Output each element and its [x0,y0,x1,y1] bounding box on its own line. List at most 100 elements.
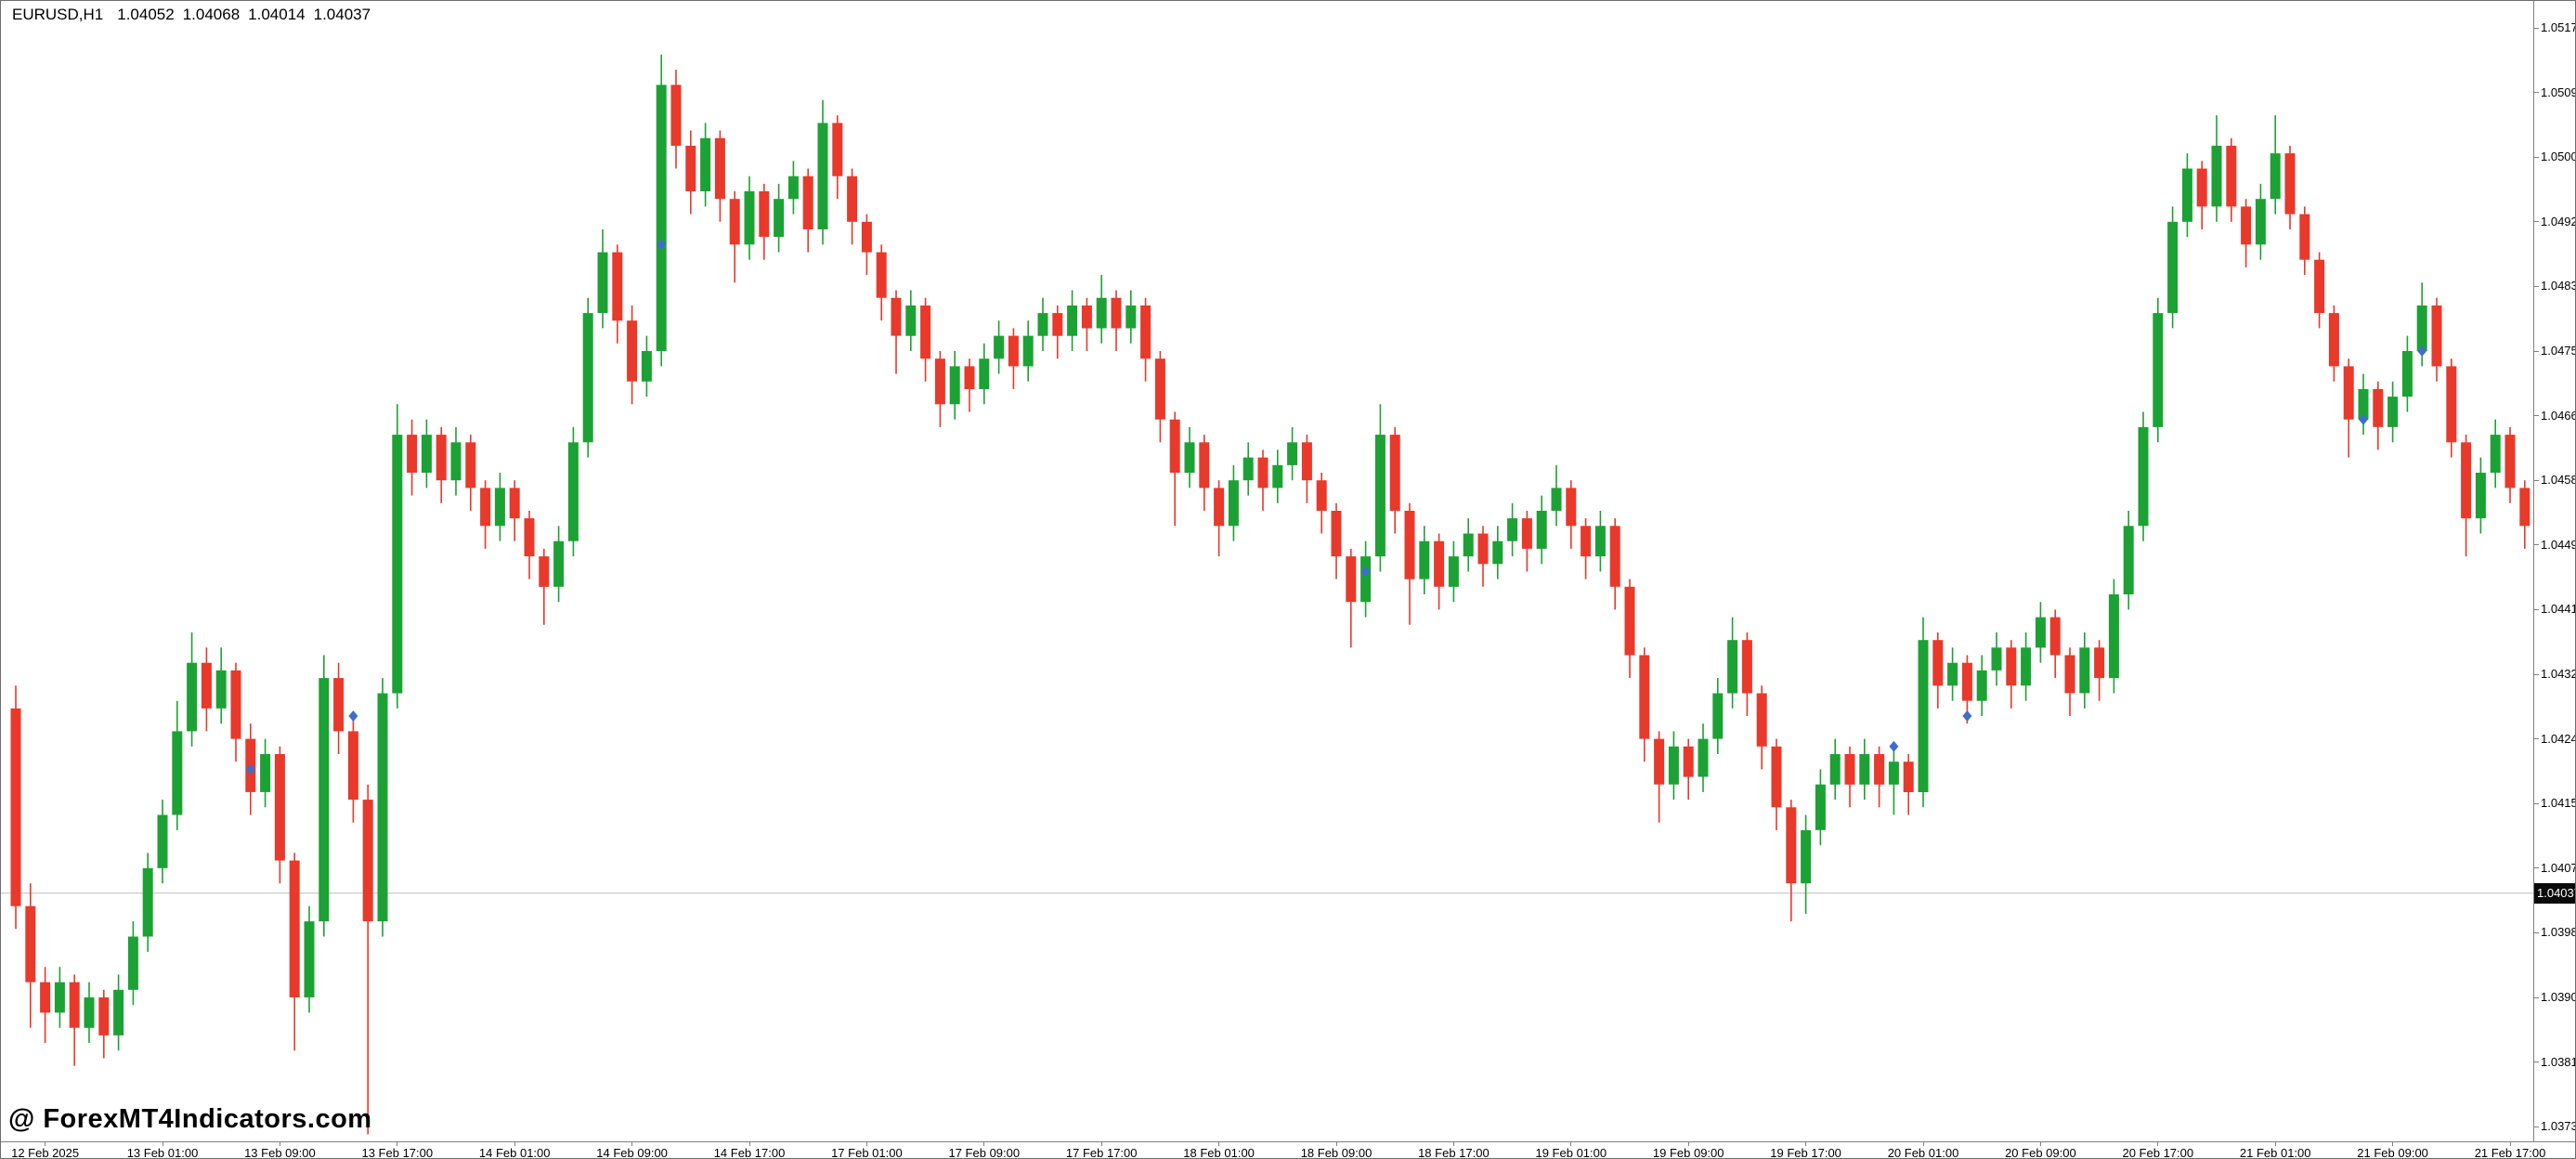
bear-candle [1316,480,1327,511]
bull-candle [2035,617,2046,648]
bear-candle [1477,533,1489,565]
bear-candle [2284,153,2296,215]
candlestick-chart [1,54,2533,1135]
bear-candle [2504,435,2516,488]
price-axis-label: 1.04410 [2541,602,2575,617]
bull-candle [142,867,153,937]
bull-candle [1125,305,1137,329]
bull-candle [1947,662,1958,686]
time-axis-label: 18 Feb 09:00 [1300,1146,1373,1159]
bear-candle [436,435,447,481]
time-axis-label: 20 Feb 17:00 [2122,1146,2194,1159]
time-axis-label: 18 Feb 01:00 [1183,1146,1255,1159]
bull-candle [1242,457,1254,481]
price-axis-label: 1.04920 [2541,214,2575,228]
price-axis-label: 1.03815 [2541,1054,2575,1069]
time-axis-label: 13 Feb 09:00 [244,1146,316,1159]
price-tick [2534,544,2539,546]
indicator-signal-marker [2417,345,2427,357]
bull-candle [1536,511,1547,549]
bear-candle [1052,313,1063,336]
time-axis-label: 20 Feb 01:00 [1887,1146,1959,1159]
bear-candle [2006,647,2017,686]
time-tick [2157,1142,2159,1146]
bear-candle [2241,206,2252,245]
bear-candle [98,997,110,1035]
time-tick [2274,1142,2276,1146]
bear-candle [1404,511,1415,580]
bear-candle [964,366,975,389]
symbol-timeframe-label: EURUSD,H1 [12,6,104,23]
time-axis-label: 14 Feb 09:00 [596,1146,668,1159]
bear-candle [1257,457,1268,488]
bull-candle [1463,533,1474,557]
bear-candle [2064,655,2075,694]
time-axis-label: 19 Feb 01:00 [1535,1146,1607,1159]
bear-candle [2446,366,2457,443]
bull-candle [2021,647,2032,686]
bull-candle [817,123,828,229]
bear-candle [2094,647,2105,679]
bull-candle [1801,829,1812,884]
bull-candle [1228,480,1239,527]
time-axis-label: 20 Feb 09:00 [2005,1146,2076,1159]
bear-candle [40,982,51,1013]
bear-candle [465,442,476,488]
indicator-signal-marker [1360,566,1371,578]
bear-candle [612,252,623,321]
time-tick [1805,1142,1807,1146]
bear-candle [2049,617,2061,656]
bull-candle [1287,442,1298,465]
time-axis-label: 21 Feb 17:00 [2474,1146,2546,1159]
price-axis-label: 1.04580 [2541,473,2575,488]
bull-candle [2108,594,2119,679]
bull-candle [597,252,608,314]
bull-candle [641,351,652,382]
time-tick [2039,1142,2041,1146]
bull-candle [2387,397,2399,427]
bear-candle [1741,640,1752,694]
time-tick [1335,1142,1337,1146]
bear-candle [1081,305,1092,329]
bear-candle [920,305,931,359]
price-axis-label: 1.03730 [2541,1119,2575,1134]
bear-candle [934,358,945,405]
bull-candle [774,199,785,238]
bear-candle [407,435,418,473]
bull-candle [2490,435,2501,473]
bull-candle [2358,388,2369,420]
time-axis-label: 13 Feb 01:00 [126,1146,199,1159]
bear-candle [1961,662,1972,701]
time-axis-label: 21 Feb 09:00 [2357,1146,2428,1159]
price-axis-label: 1.05090 [2541,85,2575,99]
price-tick [2534,285,2539,287]
time-tick [1922,1142,1924,1146]
bull-candle [2475,473,2486,519]
bear-candle [802,176,813,229]
price-tick [2534,931,2539,933]
price-tick [2534,802,2539,804]
bull-candle [1492,540,1503,565]
price-tick [2534,738,2539,740]
indicator-signal-marker [245,763,255,775]
bear-candle [1654,738,1665,785]
bull-candle [1859,754,1870,785]
price-tick [2534,415,2539,417]
bear-candle [69,982,80,1028]
chart-plot-area[interactable]: EURUSD,H1 1.04052 1.04068 1.04014 1.04037 @ … [1,1,2533,1141]
time-axis[interactable]: 12 Feb 2025 13 Feb 01:00 13 Feb 09:00 13 Fe… [1,1141,2575,1159]
bear-candle [2461,442,2472,519]
bull-candle [187,662,198,732]
price-axis-label: 1.04070 [2541,860,2575,875]
bear-candle [1581,526,1592,557]
price-tick [2534,1061,2539,1063]
time-axis-label: 18 Feb 17:00 [1418,1146,1490,1159]
time-tick [514,1142,515,1146]
price-axis[interactable]: 1.04037 1.05175 1.05090 1.05005 1.04920 1.04… [2533,1,2575,1141]
price-tick [2534,867,2539,869]
bull-candle [127,936,138,990]
bear-candle [1434,540,1445,587]
bear-candle [1639,655,1650,739]
bull-candle [1594,526,1606,557]
bull-candle [1096,297,1107,329]
